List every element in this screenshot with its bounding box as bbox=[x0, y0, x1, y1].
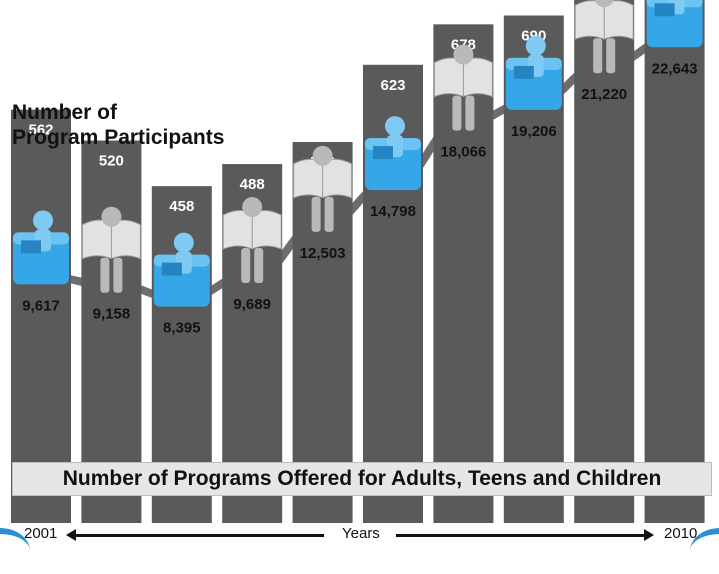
decorative-corner-left bbox=[0, 528, 30, 574]
participant-value-label: 9,158 bbox=[93, 306, 131, 323]
reader-at-computer-icon bbox=[646, 0, 703, 48]
axis-label: Years bbox=[342, 525, 380, 542]
participant-value-label: 9,689 bbox=[233, 296, 271, 313]
participants-title-line2: Program Participants bbox=[12, 126, 225, 149]
participant-value-label: 21,220 bbox=[581, 86, 627, 103]
axis-end-year: 2010 bbox=[664, 525, 698, 542]
axis-start-year: 2001 bbox=[24, 525, 58, 542]
participant-value-label: 22,643 bbox=[652, 60, 698, 77]
years-axis: 2001 Years 2010 bbox=[0, 523, 719, 544]
participant-value-label: 12,503 bbox=[300, 245, 346, 262]
participant-value-label: 18,066 bbox=[440, 144, 486, 161]
reader-at-computer-icon bbox=[505, 35, 562, 110]
newspaper-reader-icon bbox=[574, 0, 634, 74]
bar-value-label: 488 bbox=[240, 176, 265, 193]
bar-2010 bbox=[644, 0, 705, 523]
reader-at-computer-icon bbox=[365, 116, 421, 191]
participant-value-label: 14,798 bbox=[370, 203, 416, 220]
bar-value-label: 458 bbox=[169, 198, 194, 215]
newspaper-reader-icon bbox=[293, 145, 353, 232]
right-arrow bbox=[396, 529, 654, 541]
participants-title-line1: Number of bbox=[12, 101, 117, 124]
left-arrow bbox=[66, 529, 324, 541]
reader-at-computer-icon bbox=[153, 232, 210, 307]
bar-value-label: 562 bbox=[28, 122, 53, 139]
participant-figures bbox=[13, 0, 703, 307]
bar-value-label: 623 bbox=[380, 77, 405, 94]
bar-2007 bbox=[433, 24, 494, 524]
decorative-corner-right bbox=[690, 528, 719, 574]
participant-value-label: 9,617 bbox=[22, 297, 60, 314]
participants-title: Number of Program Participants bbox=[12, 100, 224, 150]
newspaper-reader-icon bbox=[81, 206, 141, 293]
newspaper-reader-icon bbox=[433, 44, 493, 131]
bar-value-label: 520 bbox=[99, 153, 124, 170]
participant-value-label: 8,395 bbox=[163, 320, 201, 337]
participant-labels: 9,617 9,158 8,395 9,689 12,503 14,798 18,066 19… bbox=[22, 60, 697, 336]
reader-at-computer-icon bbox=[13, 210, 69, 285]
newspaper-reader-icon bbox=[222, 197, 282, 284]
bar-2009 bbox=[574, 0, 635, 524]
bar-2001 bbox=[11, 109, 71, 524]
bar-2002 bbox=[81, 140, 142, 524]
programs-banner: Number of Programs Offered for Adults, T… bbox=[12, 462, 712, 496]
participant-value-label: 19,206 bbox=[511, 123, 557, 140]
bar-2005 bbox=[292, 142, 353, 524]
